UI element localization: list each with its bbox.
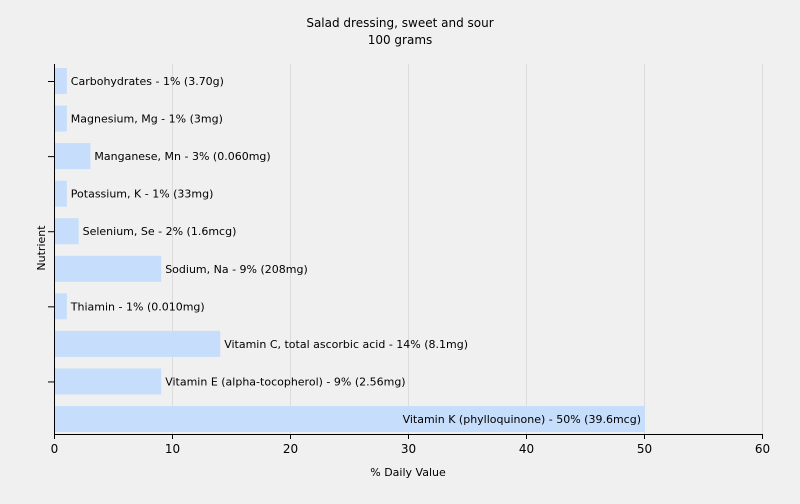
x-axis-label: % Daily Value [370, 466, 446, 479]
bar-label: Selenium, Se - 2% (1.6mcg) [83, 225, 237, 238]
x-tick-label: 10 [165, 442, 180, 456]
y-axis-label: Nutrient [35, 225, 48, 271]
bar-label: Magnesium, Mg - 1% (3mg) [71, 113, 223, 126]
chart-title: Salad dressing, sweet and sour [306, 16, 493, 30]
bar [55, 105, 67, 132]
bar [55, 406, 645, 432]
bar [55, 218, 79, 245]
bar-label: Manganese, Mn - 3% (0.060mg) [94, 150, 270, 163]
bar [55, 293, 67, 320]
bar [55, 330, 221, 357]
bar [55, 143, 91, 170]
bar [55, 255, 162, 282]
chart-subtitle: 100 grams [368, 33, 433, 47]
x-tick-label: 40 [519, 442, 534, 456]
bar-label: Potassium, K - 1% (33mg) [71, 188, 214, 201]
x-tick-label: 50 [637, 442, 652, 456]
bar [55, 68, 67, 94]
x-tick-label: 30 [401, 442, 416, 456]
bar-label: Carbohydrates - 1% (3.70g) [71, 75, 224, 88]
bar [55, 368, 162, 395]
plot-area: Carbohydrates - 1% (3.70g) Magnesium, Mg … [48, 64, 770, 456]
bar-label: Sodium, Na - 9% (208mg) [165, 263, 308, 276]
x-tick-label: 0 [51, 442, 59, 456]
bar [55, 180, 67, 207]
bar-label: Vitamin K (phylloquinone) - 50% (39.6mcg… [403, 413, 641, 426]
x-tick-label: 20 [283, 442, 298, 456]
bar-label: Vitamin C, total ascorbic acid - 14% (8.… [224, 338, 468, 351]
bar-label: Vitamin E (alpha-tocopherol) - 9% (2.56m… [165, 375, 405, 388]
bar-label: Thiamin - 1% (0.010mg) [70, 300, 205, 313]
x-tick-label: 60 [755, 442, 770, 456]
